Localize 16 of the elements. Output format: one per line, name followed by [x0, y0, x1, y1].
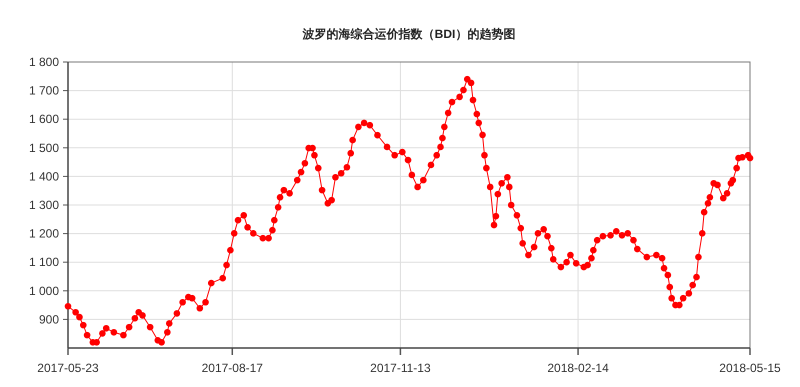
- y-tick-label: 1 100: [28, 255, 60, 270]
- x-tick-label: 2017-08-17: [202, 361, 264, 375]
- x-tick-label: 2018-05-15: [719, 361, 782, 375]
- x-tick-label: 2018-02-14: [547, 361, 610, 375]
- y-tick-label: 1 200: [28, 226, 60, 241]
- chart-title: 波罗的海综合运价指数（BDI）的趋势图: [302, 27, 516, 41]
- y-tick-label: 1 600: [28, 112, 60, 126]
- x-tick-label: 2017-11-13: [370, 361, 431, 375]
- y-tick-label: 1 500: [28, 140, 60, 155]
- y-tick-label: 1 000: [28, 284, 60, 298]
- y-tick-label: 900: [38, 312, 60, 326]
- y-tick-label: 1 700: [28, 84, 60, 98]
- y-tick-label: 1 400: [28, 169, 60, 184]
- y-tick-label: 1 300: [28, 198, 60, 212]
- x-tick-label: 2017-05-23: [37, 361, 100, 375]
- y-tick-label: 1 800: [28, 55, 60, 69]
